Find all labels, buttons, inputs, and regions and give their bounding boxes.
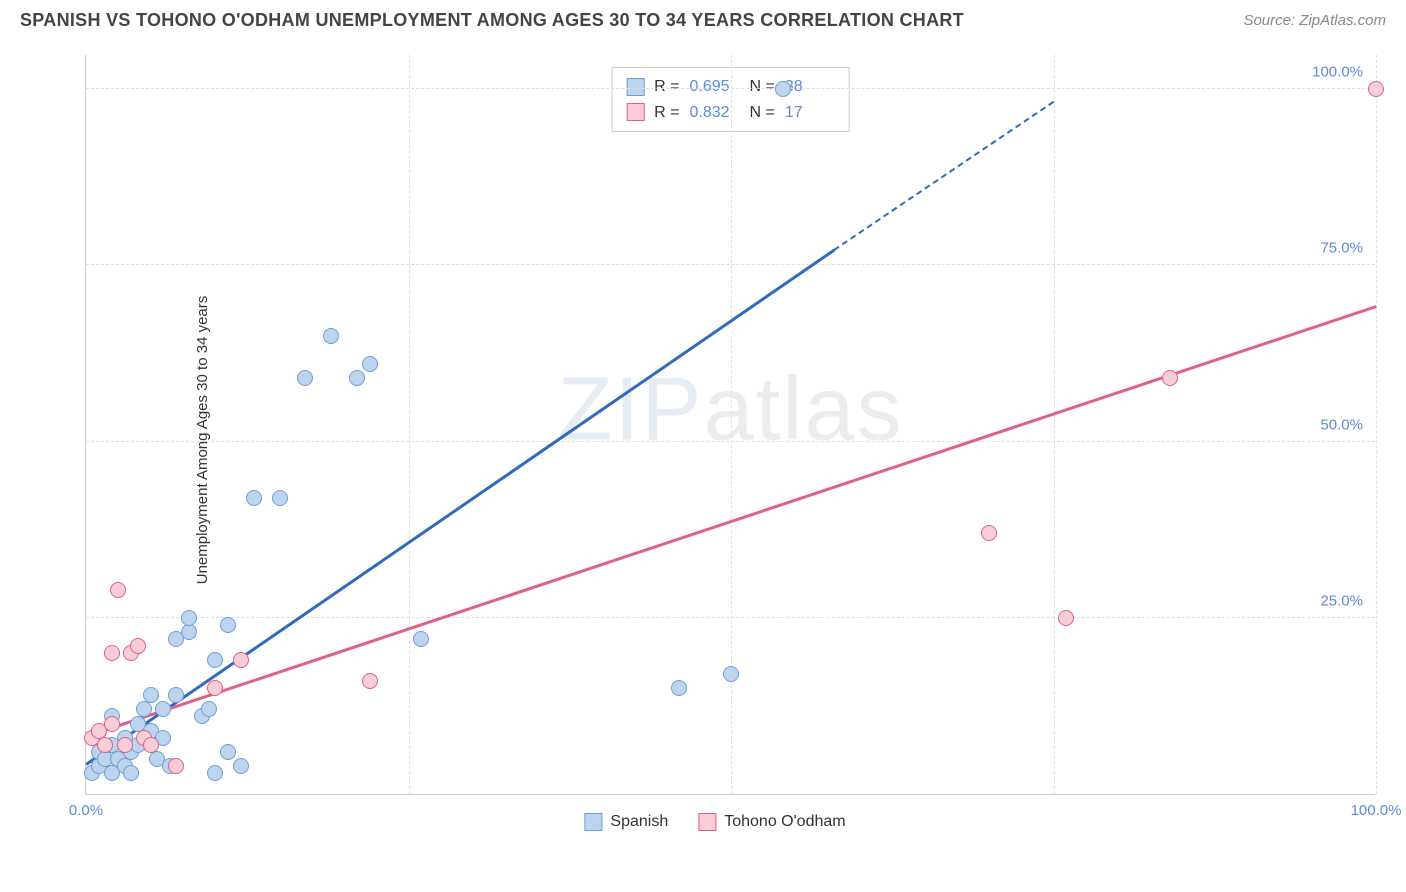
y-tick-label: 100.0% [1312, 64, 1363, 81]
data-point [981, 525, 997, 541]
y-tick-label: 50.0% [1320, 416, 1363, 433]
legend-label-tohono: Tohono O'odham [724, 813, 845, 831]
data-point [207, 652, 223, 668]
data-point [1162, 370, 1178, 386]
n-label: N = [750, 100, 775, 126]
data-point [207, 680, 223, 696]
legend: Spanish Tohono O'odham [584, 813, 845, 831]
data-point [233, 758, 249, 774]
x-tick-label-right: 100.0% [1351, 802, 1402, 819]
data-point [413, 631, 429, 647]
data-point [323, 328, 339, 344]
watermark-thin: atlas [703, 359, 903, 459]
r-value-tohono: 0.832 [690, 100, 740, 126]
gridline-vertical [1054, 55, 1055, 794]
r-label: R = [654, 100, 679, 126]
data-point [220, 744, 236, 760]
data-point [233, 652, 249, 668]
plot-area: ZIPatlas R = 0.695 N = 38 R = 0.832 N = … [85, 55, 1375, 795]
data-point [201, 701, 217, 717]
data-point [181, 610, 197, 626]
data-point [143, 737, 159, 753]
data-point [104, 716, 120, 732]
data-point [362, 356, 378, 372]
watermark-bold: ZIP [557, 359, 703, 459]
data-point [671, 680, 687, 696]
data-point [181, 624, 197, 640]
data-point [723, 666, 739, 682]
data-point [220, 617, 236, 633]
data-point [246, 490, 262, 506]
data-point [155, 701, 171, 717]
n-value-tohono: 17 [785, 100, 835, 126]
y-tick-label: 25.0% [1320, 592, 1363, 609]
source-attribution: Source: ZipAtlas.com [1243, 12, 1386, 29]
data-point [349, 370, 365, 386]
legend-item-tohono: Tohono O'odham [698, 813, 845, 831]
r-value-spanish: 0.695 [690, 74, 740, 100]
data-point [775, 81, 791, 97]
data-point [168, 758, 184, 774]
data-point [130, 638, 146, 654]
x-tick-label-left: 0.0% [69, 802, 103, 819]
gridline-vertical [731, 55, 732, 794]
gridline-vertical [409, 55, 410, 794]
trend-line-dash [834, 102, 1054, 252]
data-point [123, 765, 139, 781]
legend-item-spanish: Spanish [584, 813, 668, 831]
gridline-vertical [1376, 55, 1377, 794]
data-point [117, 737, 133, 753]
data-point [143, 687, 159, 703]
legend-label-spanish: Spanish [610, 813, 668, 831]
data-point [136, 701, 152, 717]
swatch-spanish [626, 78, 644, 96]
n-value-spanish: 38 [785, 74, 835, 100]
data-point [168, 687, 184, 703]
data-point [1058, 610, 1074, 626]
data-point [104, 645, 120, 661]
legend-swatch-spanish [584, 813, 602, 831]
trend-line [85, 249, 835, 766]
data-point [110, 582, 126, 598]
swatch-tohono [626, 103, 644, 121]
data-point [272, 490, 288, 506]
data-point [97, 737, 113, 753]
chart-title: SPANISH VS TOHONO O'ODHAM UNEMPLOYMENT A… [20, 10, 964, 31]
data-point [207, 765, 223, 781]
n-label: N = [750, 74, 775, 100]
chart-container: Unemployment Among Ages 30 to 34 years Z… [50, 45, 1380, 835]
r-label: R = [654, 74, 679, 100]
data-point [297, 370, 313, 386]
legend-swatch-tohono [698, 813, 716, 831]
data-point [362, 673, 378, 689]
data-point [1368, 81, 1384, 97]
y-tick-label: 75.0% [1320, 240, 1363, 257]
